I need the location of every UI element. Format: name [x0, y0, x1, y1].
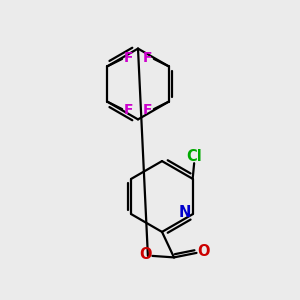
Text: F: F — [123, 103, 133, 117]
Text: F: F — [123, 51, 133, 65]
Text: O: O — [197, 244, 209, 259]
Text: N: N — [179, 205, 191, 220]
Text: F: F — [143, 103, 153, 117]
Text: F: F — [143, 51, 153, 65]
Text: Cl: Cl — [186, 149, 202, 164]
Text: O: O — [140, 247, 152, 262]
